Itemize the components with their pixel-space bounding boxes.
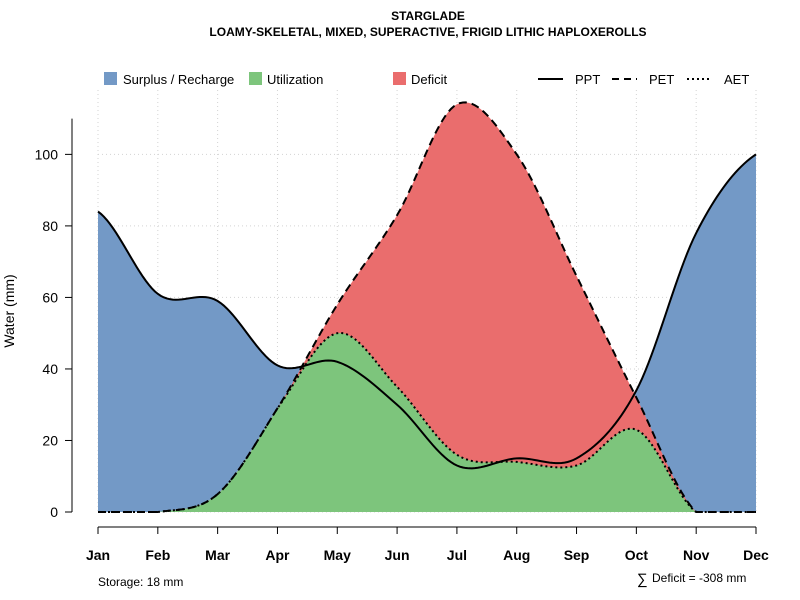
x-tick-label: Aug: [503, 547, 530, 563]
y-tick-label: 60: [42, 289, 58, 305]
x-tick-label: Sep: [564, 547, 590, 563]
y-axis-label: Water (mm): [1, 274, 17, 347]
filled-areas: [98, 102, 756, 513]
legend-label-surplus: Surplus / Recharge: [123, 72, 234, 87]
legend-label-pet: PET: [649, 72, 674, 87]
legend-label-deficit: Deficit: [411, 72, 448, 87]
y-tick-label: 40: [42, 361, 58, 377]
surplus-area: [98, 154, 756, 513]
legend-swatch-utilization: [249, 72, 262, 85]
y-tick-label: 20: [42, 432, 58, 448]
storage-note: Storage: 18 mm: [98, 575, 183, 589]
x-tick-label: Mar: [205, 547, 230, 563]
x-tick-label: Nov: [683, 547, 710, 563]
y-tick-label: 0: [50, 504, 58, 520]
x-tick-label: Jan: [86, 547, 110, 563]
chart-subtitle: LOAMY-SKELETAL, MIXED, SUPERACTIVE, FRIG…: [209, 25, 646, 39]
x-tick-label: Jul: [447, 547, 467, 563]
utilization-area: [98, 332, 756, 512]
x-tick-label: Oct: [625, 547, 649, 563]
x-tick-label: May: [324, 547, 351, 563]
x-tick-label: Apr: [265, 547, 290, 563]
y-tick-label: 80: [42, 218, 58, 234]
axes: 0 20 40 60 80 100 Jan Feb Mar Apr May Jun Jul Aug Sep O…: [35, 118, 769, 563]
deficit-area: [98, 102, 756, 513]
legend: Surplus / Recharge Utilization Deficit P…: [104, 72, 749, 87]
legend-swatch-surplus: [104, 72, 117, 85]
chart-title: STARGLADE: [391, 9, 465, 23]
x-tick-label: Dec: [743, 547, 769, 563]
legend-swatch-deficit: [393, 72, 406, 85]
deficit-note: Deficit = -308 mm: [652, 571, 746, 585]
sum-symbol-icon: ∑: [637, 571, 648, 588]
series-lines: [97, 101, 757, 513]
x-tick-label: Feb: [145, 547, 170, 563]
series-line-pet: [98, 101, 756, 513]
legend-label-aet: AET: [724, 72, 749, 87]
y-tick-label: 100: [35, 146, 59, 162]
legend-label-ppt: PPT: [575, 72, 600, 87]
x-tick-label: Jun: [385, 547, 410, 563]
legend-label-utilization: Utilization: [267, 72, 323, 87]
series-line-ppt: [97, 153, 757, 470]
